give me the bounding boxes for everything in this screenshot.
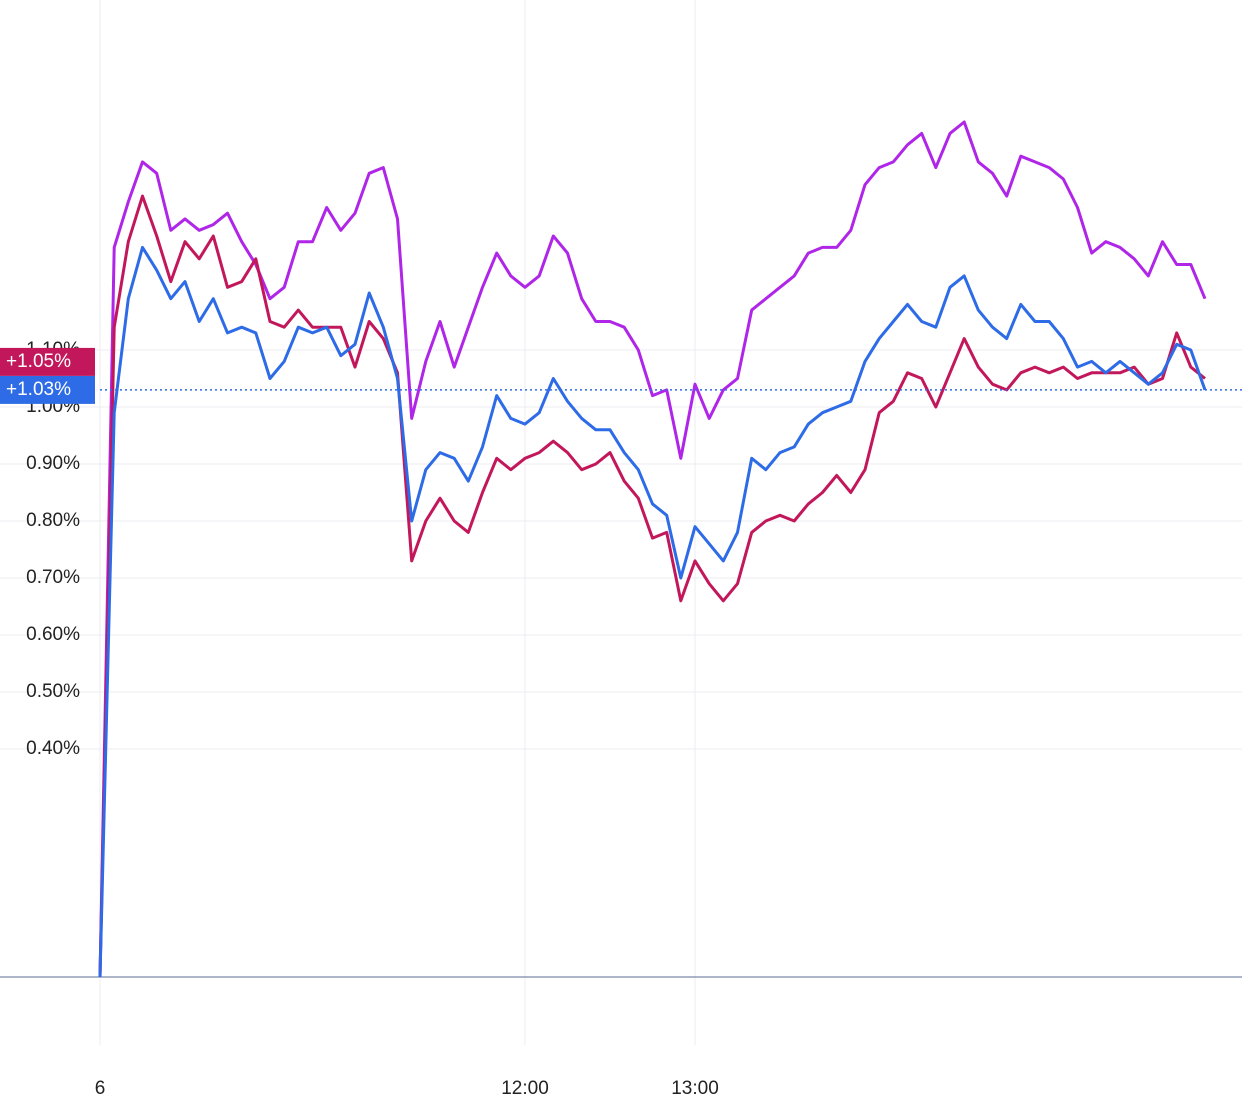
series-line	[98, 194, 1206, 978]
value-badge-label: +1.05%	[6, 351, 71, 372]
series-line	[98, 245, 1207, 978]
series-line	[98, 120, 1207, 978]
y-tick-label: 0.80%	[26, 510, 80, 531]
x-tick-label: 13:00	[671, 1078, 719, 1099]
value-badge	[0, 347, 95, 376]
y-tick-label: 0.70%	[26, 567, 80, 588]
y-tick-label: 0.60%	[26, 624, 80, 645]
y-tick-label: 0.40%	[26, 738, 80, 759]
x-tick-label: 6	[95, 1078, 106, 1099]
x-tick-label: 12:00	[501, 1078, 549, 1099]
y-tick-label: 0.90%	[26, 453, 80, 474]
value-badge	[0, 375, 95, 404]
value-badge-label: +1.03%	[6, 379, 71, 400]
y-tick-label: 0.50%	[26, 681, 80, 702]
